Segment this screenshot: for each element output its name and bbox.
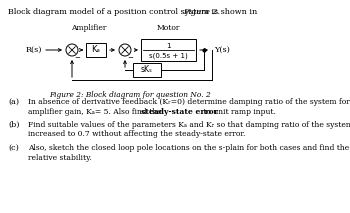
Text: Y(s): Y(s) — [214, 46, 230, 54]
Text: Figure 2: Block diagram for question No. 2: Figure 2: Block diagram for question No.… — [49, 91, 211, 99]
Text: (c): (c) — [8, 144, 19, 152]
Text: Find suitable values of the parameters Kₐ and Kᵣ so that damping ratio of the sy: Find suitable values of the parameters K… — [28, 121, 350, 129]
Text: (b): (b) — [8, 121, 20, 129]
Text: Motor: Motor — [157, 24, 180, 32]
Text: amplifier gain, Kₐ= 5. Also find the: amplifier gain, Kₐ= 5. Also find the — [28, 108, 164, 115]
Text: sKₛ: sKₛ — [141, 66, 153, 75]
Text: s(0.5s + 1): s(0.5s + 1) — [149, 52, 188, 59]
Text: Also, sketch the closed loop pole locations on the s-plain for both cases and fi: Also, sketch the closed loop pole locati… — [28, 144, 349, 152]
Text: −: − — [74, 55, 80, 61]
Text: Kₐ: Kₐ — [92, 46, 100, 55]
Text: −: − — [127, 55, 133, 61]
Bar — [141, 39, 196, 61]
Bar — [86, 43, 106, 57]
Text: In absence of derivative feedback (Kᵣ=0) determine damping ratio of the system f: In absence of derivative feedback (Kᵣ=0)… — [28, 98, 350, 106]
Text: Amplifier: Amplifier — [71, 24, 107, 32]
Text: to unit ramp input.: to unit ramp input. — [201, 108, 276, 115]
Text: Figure 2.: Figure 2. — [183, 8, 220, 16]
Text: relative stability.: relative stability. — [28, 154, 92, 161]
Text: increased to 0.7 without affecting the steady-state error.: increased to 0.7 without affecting the s… — [28, 131, 245, 138]
Text: 1: 1 — [166, 43, 171, 49]
Text: (a): (a) — [8, 98, 19, 106]
Text: Block diagram model of a position control system is shown in: Block diagram model of a position contro… — [8, 8, 260, 16]
Bar — [133, 63, 161, 77]
Text: steady-state error: steady-state error — [141, 108, 218, 115]
Text: R(s): R(s) — [26, 46, 42, 54]
